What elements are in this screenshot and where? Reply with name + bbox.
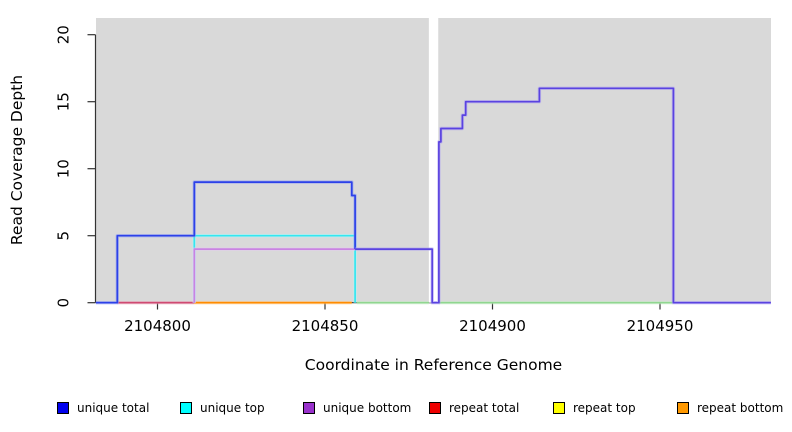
legend-item-unique-total: unique total [57, 401, 149, 415]
legend-item-repeat-bottom: repeat bottom [677, 401, 783, 415]
legend-swatch [180, 402, 192, 414]
x-tick-label: 2104800 [124, 317, 191, 335]
legend-swatch [57, 402, 69, 414]
y-tick-label: 20 [54, 25, 72, 44]
coverage-gap-band [428, 18, 439, 303]
x-tick-label: 2104950 [627, 317, 694, 335]
legend-label: repeat bottom [697, 401, 784, 415]
legend-item-repeat-total: repeat total [429, 401, 519, 415]
legend-item-repeat-top: repeat top [553, 401, 636, 415]
legend-item-unique-bottom: unique bottom [303, 401, 411, 415]
legend-label: unique total [77, 401, 150, 415]
y-axis-title: Read Coverage Depth [8, 74, 26, 246]
legend-label: repeat total [449, 401, 520, 415]
x-tick-label: 2104850 [292, 317, 359, 335]
legend-label: unique top [200, 401, 265, 415]
x-tick-label: 2104900 [459, 317, 526, 335]
unique-total-line [95, 181, 356, 304]
legend-label: unique bottom [323, 401, 412, 415]
y-tick-label: 0 [54, 298, 72, 308]
legend: unique total unique top unique bottom repea… [0, 398, 792, 420]
x-axis-title: Coordinate in Reference Genome [304, 356, 563, 374]
y-tick-label: 10 [54, 159, 72, 178]
legend-swatch [677, 402, 689, 414]
y-tick-label: 5 [54, 231, 72, 241]
legend-swatch [303, 402, 315, 414]
legend-swatch [429, 402, 441, 414]
legend-swatch [553, 402, 565, 414]
legend-label: repeat top [573, 401, 636, 415]
legend-item-unique-top: unique top [180, 401, 265, 415]
unique-bottom-line [193, 248, 356, 303]
y-tick-label: 15 [54, 92, 72, 111]
unique-total-bottom-overlap-line [355, 87, 771, 304]
